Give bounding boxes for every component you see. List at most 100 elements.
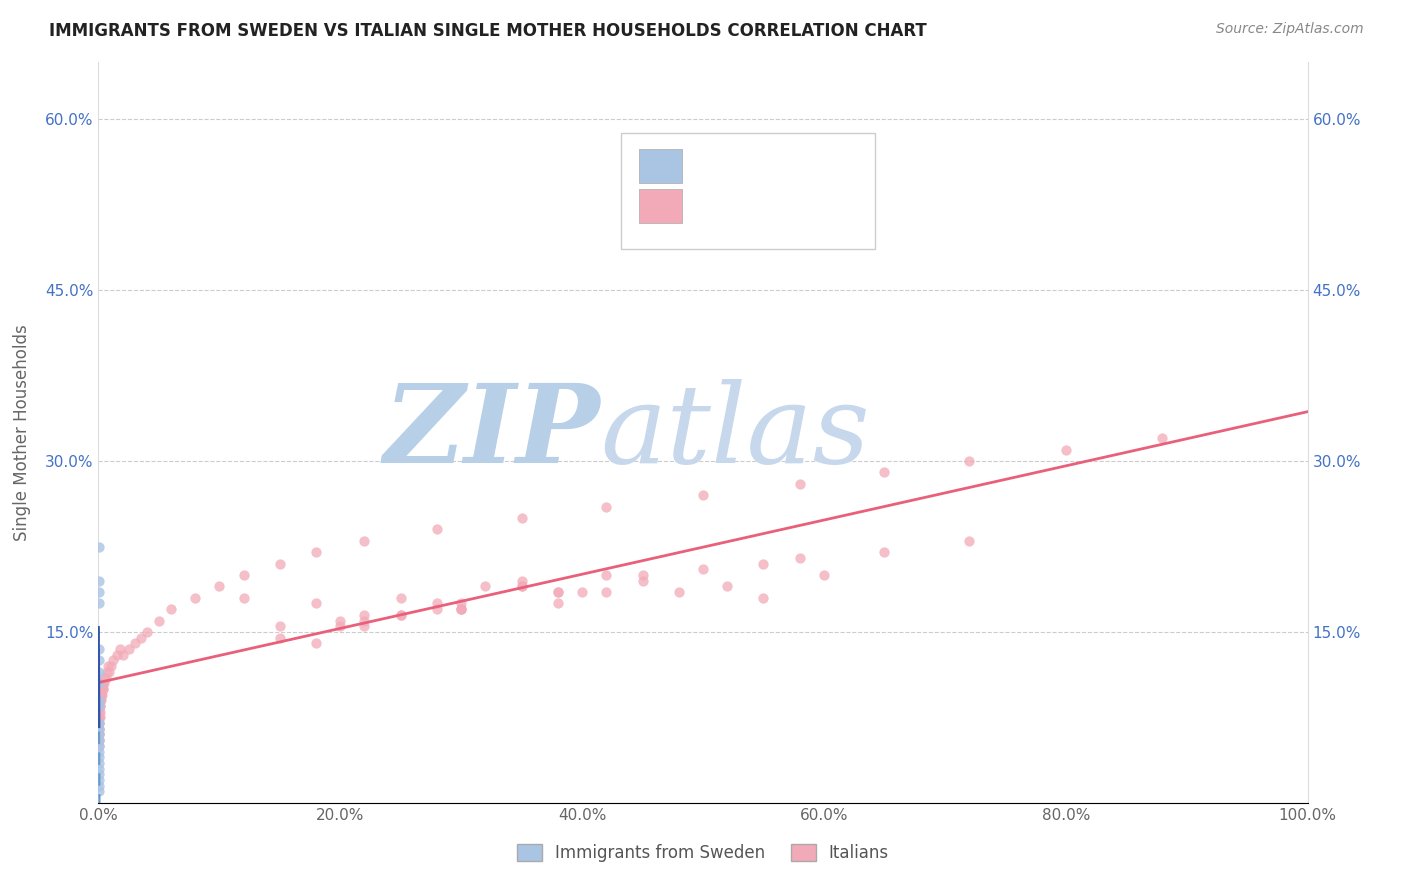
Point xyxy=(87,716,110,731)
Point xyxy=(87,767,110,781)
Point xyxy=(692,562,714,576)
Point xyxy=(232,568,254,582)
Point xyxy=(87,756,110,770)
Point xyxy=(87,727,110,741)
Point xyxy=(87,665,110,679)
Point xyxy=(305,545,328,559)
Point xyxy=(87,597,110,611)
Point xyxy=(87,772,110,787)
Point xyxy=(208,579,231,593)
Point xyxy=(89,698,111,713)
Legend: Immigrants from Sweden, Italians: Immigrants from Sweden, Italians xyxy=(510,837,896,869)
Point xyxy=(93,671,115,685)
Point xyxy=(595,585,617,599)
Text: Source: ZipAtlas.com: Source: ZipAtlas.com xyxy=(1216,22,1364,37)
Point xyxy=(89,750,111,764)
Point xyxy=(426,597,449,611)
Point xyxy=(87,722,110,736)
Point xyxy=(97,659,120,673)
Point xyxy=(87,693,110,707)
Point xyxy=(87,574,110,588)
Point xyxy=(90,688,112,702)
Point xyxy=(87,727,110,741)
Point xyxy=(474,579,496,593)
Point xyxy=(89,710,111,724)
Point xyxy=(90,681,112,696)
Point xyxy=(269,631,291,645)
Point xyxy=(305,636,328,650)
Point xyxy=(129,631,152,645)
Point xyxy=(510,579,533,593)
Text: IMMIGRANTS FROM SWEDEN VS ITALIAN SINGLE MOTHER HOUSEHOLDS CORRELATION CHART: IMMIGRANTS FROM SWEDEN VS ITALIAN SINGLE… xyxy=(49,22,927,40)
Point xyxy=(96,665,118,679)
Point xyxy=(87,739,110,753)
Point xyxy=(87,716,110,731)
Point xyxy=(89,745,111,759)
Point xyxy=(353,614,375,628)
Point xyxy=(89,716,111,731)
Point xyxy=(87,676,110,690)
Point xyxy=(450,597,472,611)
Point xyxy=(87,779,110,793)
Point xyxy=(184,591,207,605)
Point xyxy=(668,585,690,599)
Point xyxy=(353,533,375,548)
Point xyxy=(450,602,472,616)
Point xyxy=(160,602,183,616)
Point xyxy=(353,607,375,622)
Point xyxy=(752,591,775,605)
Point xyxy=(89,705,111,719)
Point xyxy=(89,710,111,724)
Point xyxy=(87,733,110,747)
Point xyxy=(91,681,114,696)
Point xyxy=(450,602,472,616)
Point xyxy=(91,681,114,696)
Point xyxy=(752,557,775,571)
Point xyxy=(89,710,111,724)
Point xyxy=(148,614,170,628)
Point xyxy=(873,466,896,480)
Point xyxy=(631,568,654,582)
Point xyxy=(87,698,110,713)
Point xyxy=(98,665,121,679)
Point xyxy=(789,550,811,565)
Point xyxy=(90,688,112,702)
Point xyxy=(510,574,533,588)
Point xyxy=(87,762,110,776)
Point xyxy=(957,454,980,468)
Point xyxy=(389,607,412,622)
Point xyxy=(789,476,811,491)
Point xyxy=(90,681,112,696)
Point xyxy=(631,574,654,588)
Point xyxy=(329,619,352,633)
Point xyxy=(90,693,112,707)
Point xyxy=(87,653,110,667)
Point xyxy=(87,733,110,747)
Point xyxy=(101,653,124,667)
Text: N = 102: N = 102 xyxy=(779,198,852,216)
Point xyxy=(813,568,835,582)
Point xyxy=(94,671,117,685)
Text: R = 0.428: R = 0.428 xyxy=(692,157,782,175)
Point xyxy=(89,705,111,719)
Point xyxy=(87,722,110,736)
Point xyxy=(87,642,110,657)
Point xyxy=(93,676,115,690)
Point xyxy=(269,557,291,571)
Point xyxy=(135,624,157,639)
Point xyxy=(89,693,111,707)
Point xyxy=(87,585,110,599)
Point xyxy=(716,579,738,593)
Point xyxy=(1054,442,1077,457)
Point xyxy=(91,676,114,690)
Point xyxy=(108,642,131,657)
Point xyxy=(89,722,111,736)
Point xyxy=(118,642,141,657)
Point xyxy=(89,688,111,702)
Point xyxy=(389,607,412,622)
Point xyxy=(329,614,352,628)
Point xyxy=(571,585,593,599)
Point xyxy=(595,568,617,582)
Point xyxy=(957,533,980,548)
Point xyxy=(87,727,110,741)
